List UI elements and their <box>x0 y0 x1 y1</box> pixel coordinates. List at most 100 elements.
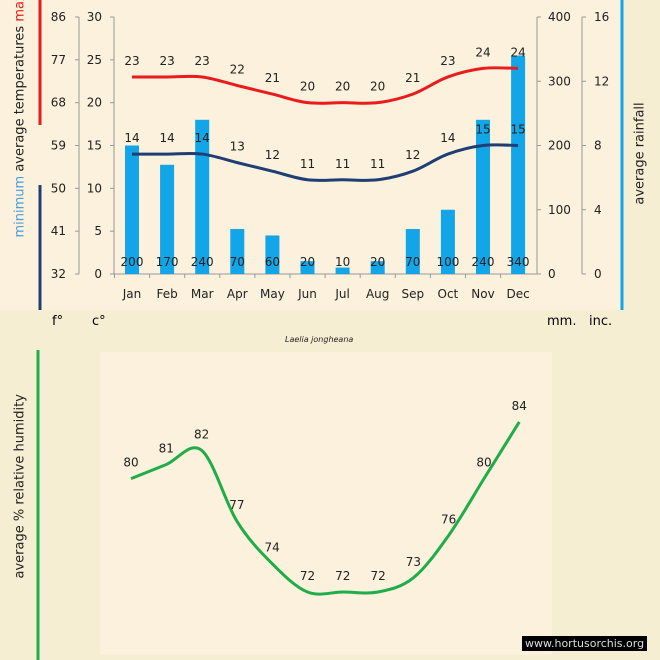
celsius-tick-label: 20 <box>87 96 102 110</box>
maximum-line <box>131 66 519 105</box>
month-label: Nov <box>471 287 494 301</box>
rainfall-bar <box>125 145 139 274</box>
mm-tick-label: 0 <box>548 267 556 281</box>
humidity-line <box>130 421 521 596</box>
minimum-data-label: 14 <box>440 131 455 145</box>
month-label: Sep <box>401 287 424 301</box>
rainfall-bar <box>476 119 490 274</box>
maximum-data-label: 21 <box>265 71 280 85</box>
month-label: Aug <box>366 287 389 301</box>
humidity-data-label: 72 <box>335 569 350 583</box>
site-watermark: www.hortusorchis.org <box>522 636 648 651</box>
maximum-data-label: 23 <box>195 54 210 68</box>
minimum-data-label: 12 <box>265 148 280 162</box>
rainfall-bar <box>195 119 210 274</box>
rainfall-bar <box>335 267 350 274</box>
month-label: Apr <box>227 287 248 301</box>
mm-tick-label: 300 <box>548 74 571 88</box>
minimum-data-label: 14 <box>124 131 139 145</box>
minimum-data-label: 11 <box>300 157 315 171</box>
inch-tick-label: 16 <box>594 10 609 24</box>
month-label: Oct <box>438 287 459 301</box>
month-label: May <box>260 287 285 301</box>
rainfall-bar <box>405 229 420 274</box>
maximum-data-label: 20 <box>300 80 315 94</box>
humidity-axis-title: average % relative humidity <box>12 394 28 579</box>
label-average-temperatures: average temperatures <box>12 25 28 172</box>
mm-tick-label: 200 <box>548 139 571 153</box>
minimum-data-label: 14 <box>195 131 210 145</box>
fahrenheit-tick-label: 68 <box>51 96 66 110</box>
maximum-data-label: 23 <box>124 54 139 68</box>
fahrenheit-tick-label: 41 <box>51 224 66 238</box>
minimum-data-label: 15 <box>475 123 490 137</box>
rainfall-data-label: 170 <box>156 255 179 269</box>
humidity-data-label: 81 <box>159 441 174 455</box>
minimum-line <box>131 143 519 182</box>
rainfall-data-label: 70 <box>405 255 420 269</box>
humidity-panel <box>100 352 552 655</box>
month-label: Jan <box>122 287 142 301</box>
rainfall-bar <box>265 235 280 274</box>
fahrenheit-tick-label: 77 <box>51 53 66 67</box>
rainfall-data-label: 340 <box>507 255 530 269</box>
celsius-tick-label: 5 <box>94 224 102 238</box>
inch-tick-label: 12 <box>594 74 609 88</box>
maximum-data-label: 24 <box>475 45 490 59</box>
humidity-data-label: 84 <box>512 399 527 413</box>
humidity-data-label: 80 <box>123 456 138 470</box>
minimum-data-label: 15 <box>510 123 525 137</box>
maximum-data-label: 22 <box>230 63 245 77</box>
rainfall-bar <box>230 229 245 274</box>
rainfall-data-label: 100 <box>436 255 459 269</box>
minimum-data-label: 11 <box>370 157 385 171</box>
unit-fahrenheit: f° <box>52 314 64 329</box>
humidity-data-label: 74 <box>265 541 280 555</box>
minimum-data-label: 12 <box>405 148 420 162</box>
fahrenheit-tick-label: 59 <box>51 139 66 153</box>
rainfall-bar <box>300 261 315 274</box>
humidity-data-label: 72 <box>300 569 315 583</box>
fahrenheit-tick-label: 32 <box>51 267 66 281</box>
mm-tick-label: 100 <box>548 203 571 217</box>
minimum-data-label: 14 <box>159 131 174 145</box>
humidity-data-label: 80 <box>476 456 491 470</box>
humidity-data-label: 76 <box>441 512 456 526</box>
month-label: Mar <box>191 287 214 301</box>
maximum-data-label: 23 <box>440 54 455 68</box>
unit-inch: inc. <box>589 314 613 329</box>
maximum-data-label: 23 <box>159 54 174 68</box>
rainfall-data-label: 20 <box>370 255 385 269</box>
rain-axis-title: average rainfall <box>632 102 648 205</box>
humidity-data-label: 77 <box>229 498 244 512</box>
celsius-tick-label: 10 <box>87 181 102 195</box>
month-label: Dec <box>506 287 529 301</box>
minimum-data-label: 13 <box>230 140 245 154</box>
maximum-data-label: 20 <box>335 80 350 94</box>
rainfall-data-label: 20 <box>300 255 315 269</box>
label-minimum: minimum <box>12 175 28 238</box>
month-label: Feb <box>156 287 177 301</box>
minimum-data-label: 11 <box>335 157 350 171</box>
humidity-data-label: 72 <box>370 569 385 583</box>
celsius-tick-label: 30 <box>87 10 102 24</box>
fahrenheit-tick-label: 50 <box>51 181 66 195</box>
humidity-data-label: 73 <box>406 555 421 569</box>
rainfall-bar <box>440 209 455 274</box>
inch-tick-label: 0 <box>594 267 602 281</box>
rainfall-bar <box>370 261 385 274</box>
rainfall-bar <box>160 164 175 274</box>
rainfall-data-label: 200 <box>121 255 144 269</box>
rainfall-bar <box>511 55 526 274</box>
rainfall-data-label: 60 <box>265 255 280 269</box>
rainfall-data-label: 70 <box>230 255 245 269</box>
temperature-rainfall-chart: 3241505968778605101520253001002003004000… <box>38 0 624 310</box>
rainfall-data-label: 240 <box>191 255 214 269</box>
chart-title: Laelia jongheana <box>285 335 354 344</box>
celsius-tick-label: 25 <box>87 53 102 67</box>
celsius-tick-label: 0 <box>94 267 102 281</box>
maximum-data-label: 20 <box>370 80 385 94</box>
maximum-data-label: 21 <box>405 71 420 85</box>
celsius-tick-label: 15 <box>87 139 102 153</box>
mm-tick-label: 400 <box>548 10 571 24</box>
